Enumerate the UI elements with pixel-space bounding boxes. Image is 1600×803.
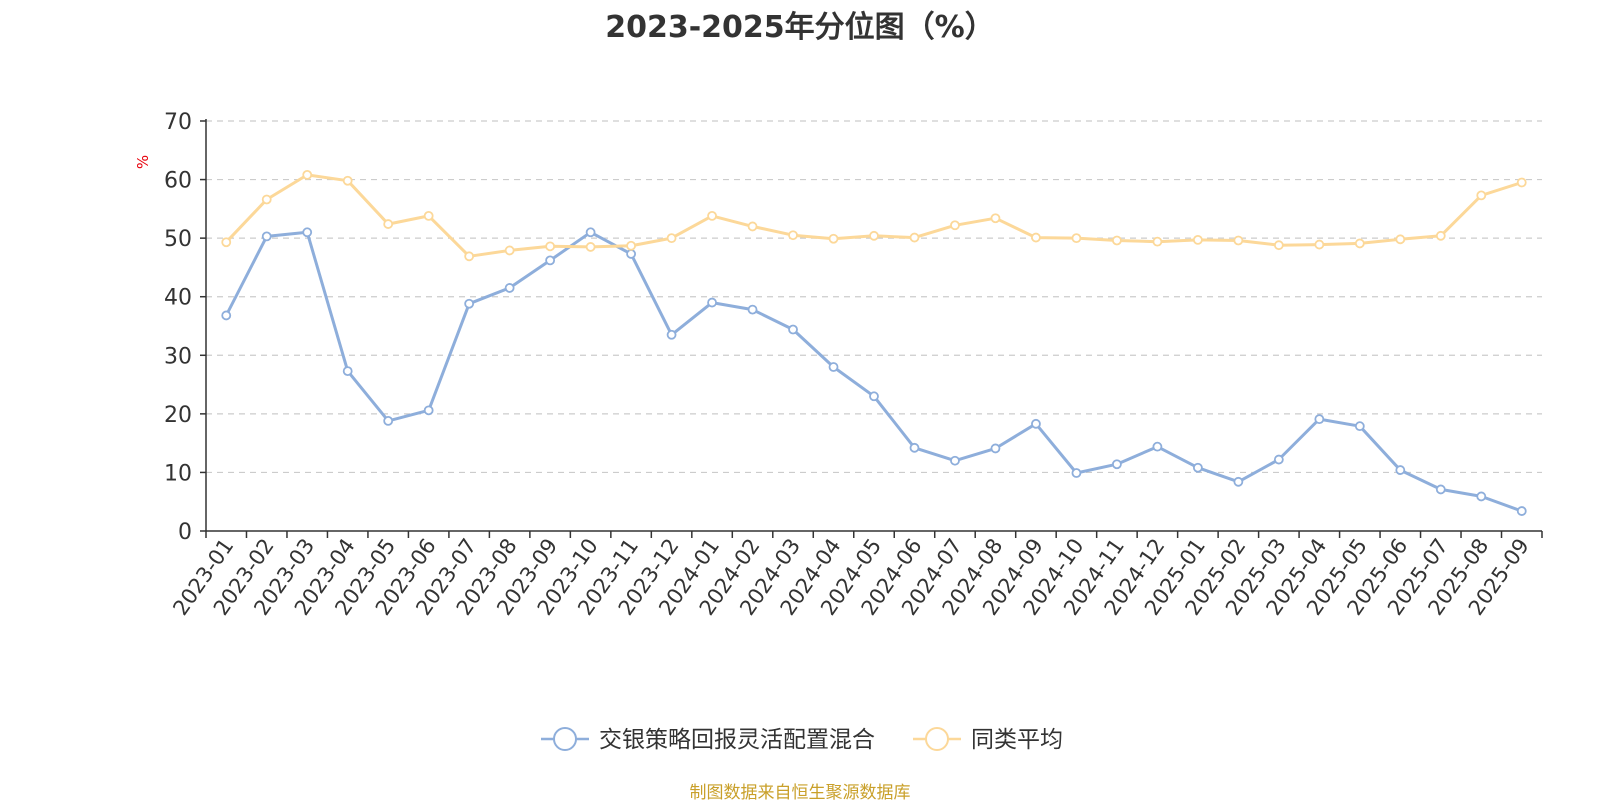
data-point <box>1395 234 1406 245</box>
data-point <box>545 241 556 252</box>
data-point <box>464 251 475 262</box>
data-point <box>221 310 232 321</box>
series-line <box>224 230 1523 513</box>
y-tick-label: 30 <box>164 344 192 369</box>
data-point <box>747 304 758 315</box>
data-point <box>1152 236 1163 247</box>
data-point <box>1395 465 1406 475</box>
data-point <box>990 443 1001 454</box>
data-point <box>504 245 515 256</box>
data-point <box>1516 177 1527 188</box>
data-point <box>828 233 839 244</box>
y-tick-label: 60 <box>164 169 192 194</box>
legend-label: 交银策略回报灵活配置混合 <box>599 727 875 753</box>
data-point <box>1031 418 1041 429</box>
data-point <box>869 391 879 402</box>
data-point <box>1354 238 1365 249</box>
data-point <box>1314 239 1325 250</box>
data-point <box>747 221 758 232</box>
data-point <box>545 255 556 266</box>
data-point <box>585 242 596 252</box>
data-point <box>1031 232 1041 243</box>
data-point <box>666 233 677 244</box>
data-point <box>990 213 1001 224</box>
data-point <box>1314 414 1325 425</box>
grid-lines <box>206 120 1542 474</box>
data-point <box>1192 234 1203 245</box>
y-tick-label: 70 <box>164 110 192 135</box>
source-note: 制图数据来自恒生聚源数据库 <box>689 783 911 803</box>
data-point <box>1273 240 1284 251</box>
data-point <box>1233 476 1244 487</box>
data-point <box>221 237 232 248</box>
data-point <box>1112 459 1122 470</box>
data-point <box>302 227 313 238</box>
legend: 交银策略回报灵活配置混合 同类平均 <box>541 727 1063 753</box>
data-point <box>261 231 272 242</box>
data-point <box>788 324 798 335</box>
data-point <box>1071 468 1082 478</box>
y-tick-label: 50 <box>164 227 192 252</box>
y-tick-label: 10 <box>164 461 192 486</box>
data-point <box>909 442 920 453</box>
data-point <box>423 210 434 221</box>
data-point <box>1233 235 1244 246</box>
y-tick-label: 40 <box>164 286 192 311</box>
data-point <box>1435 230 1446 241</box>
data-point <box>585 227 596 238</box>
chart-title: 2023-2025年分位图（%） <box>605 10 995 45</box>
data-point <box>788 230 798 241</box>
series-lines <box>221 169 1527 516</box>
data-point <box>626 240 636 251</box>
legend-marker <box>925 727 949 751</box>
data-point <box>1516 506 1527 516</box>
legend-marker <box>553 727 577 751</box>
data-point <box>1476 190 1487 201</box>
legend-label: 同类平均 <box>971 727 1063 753</box>
data-point <box>666 329 677 340</box>
data-point <box>828 362 839 372</box>
y-tick-label: 20 <box>164 403 192 428</box>
data-point <box>626 249 636 259</box>
y-tick-label: 0 <box>178 520 192 545</box>
y-axis-label: % <box>134 155 152 169</box>
data-point <box>707 297 717 308</box>
data-point <box>383 219 394 229</box>
data-point <box>261 194 272 205</box>
data-point <box>1435 484 1446 495</box>
data-point <box>302 169 313 180</box>
data-point <box>423 405 434 416</box>
data-point <box>950 220 960 231</box>
data-point <box>1192 462 1203 473</box>
data-point <box>707 210 717 221</box>
data-point <box>1354 421 1365 432</box>
data-point <box>1152 441 1163 452</box>
data-point <box>869 230 879 241</box>
data-point <box>464 298 475 309</box>
data-point <box>342 175 353 186</box>
data-point <box>1071 233 1082 244</box>
series-line <box>225 173 1523 258</box>
data-point <box>909 232 920 243</box>
data-point <box>1476 491 1487 502</box>
data-point <box>504 283 515 293</box>
data-point <box>1112 235 1122 246</box>
data-point <box>950 455 960 466</box>
data-point <box>1273 454 1284 465</box>
data-point <box>383 415 394 426</box>
data-point <box>342 366 353 377</box>
